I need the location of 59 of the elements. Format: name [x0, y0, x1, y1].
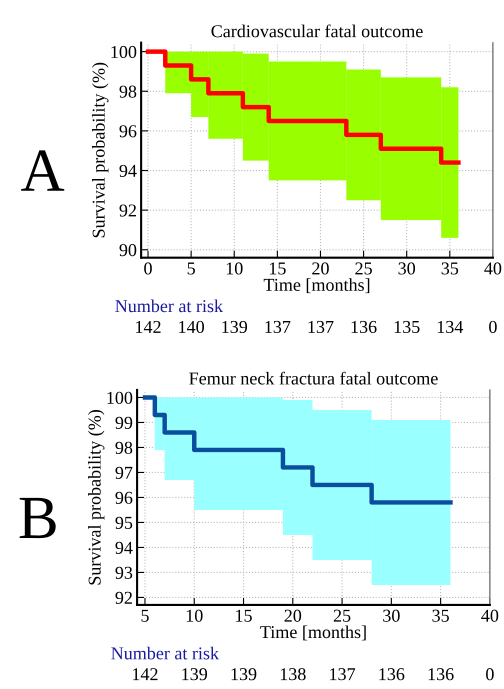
text: 139 [182, 668, 208, 680]
text: 139 [232, 668, 256, 680]
text: 0 [486, 668, 494, 680]
text: 137 [330, 668, 356, 680]
text: 0 [489, 320, 497, 334]
chart-title: Femur neck fractura fatal outcome [189, 372, 438, 385]
text: B [20, 498, 56, 538]
text: Number at risk [115, 300, 224, 312]
x-tick-label: 15 [270, 262, 286, 275]
text: 138 [280, 668, 306, 680]
x-tick-label: 10 [226, 262, 243, 275]
text: 140 [179, 320, 204, 334]
x-tick-label: 15 [236, 610, 252, 622]
chart-title: Cardiovascular fatal outcome [211, 24, 423, 38]
x-tick-label: 0 [144, 262, 152, 275]
text: 136 [352, 320, 377, 334]
y-tick-label: 92 [115, 592, 132, 604]
x-tick-label: 35 [442, 262, 458, 275]
y-tick-label: 93 [115, 566, 132, 579]
y-tick-label: 100 [107, 392, 132, 404]
y-tick-label: 95 [115, 516, 132, 529]
y-tick-label: 94 [119, 164, 137, 177]
text: 142 [133, 668, 158, 680]
text: 137 [308, 320, 334, 334]
y-tick-label: 99 [115, 416, 132, 429]
x-tick-label: 20 [312, 262, 329, 275]
x-tick-label: 40 [484, 262, 502, 275]
y-tick-label: 98 [119, 86, 136, 98]
text: 134 [438, 320, 464, 334]
x-tick-label: 10 [186, 610, 203, 622]
y-axis-title: Survival probability (%) [88, 410, 104, 585]
x-tick-label: 35 [432, 610, 449, 622]
x-tick-label: 30 [383, 610, 400, 622]
text: 136 [379, 668, 404, 680]
x-tick-label: 25 [334, 610, 350, 622]
x-tick-label: 5 [188, 262, 195, 275]
x-tick-label: 5 [142, 610, 149, 622]
x-tick-label: 30 [398, 262, 416, 275]
y-tick-label: 92 [119, 204, 136, 217]
text: 139 [222, 320, 248, 334]
y-tick-label: 90 [119, 244, 136, 256]
x-tick-label: 25 [355, 262, 372, 275]
y-tick-label: 96 [119, 125, 136, 138]
x-axis-title: Time [months] [260, 625, 366, 640]
y-tick-label: 97 [115, 466, 132, 479]
x-tick-label: 40 [481, 610, 498, 622]
text: 136 [428, 668, 454, 680]
text: 142 [136, 320, 161, 333]
text: 135 [394, 320, 420, 334]
y-axis-title: Survival probability (%) [92, 62, 108, 238]
y-tick-label: 100 [111, 46, 136, 58]
text: A [21, 150, 64, 191]
x-tick-label: 20 [284, 610, 302, 622]
text: 137 [265, 320, 290, 334]
y-tick-label: 98 [115, 442, 132, 454]
x-axis-title: Time [months] [264, 278, 370, 294]
y-tick-label: 96 [115, 492, 132, 504]
y-tick-label: 94 [115, 542, 133, 554]
text: Number at risk [111, 646, 220, 660]
